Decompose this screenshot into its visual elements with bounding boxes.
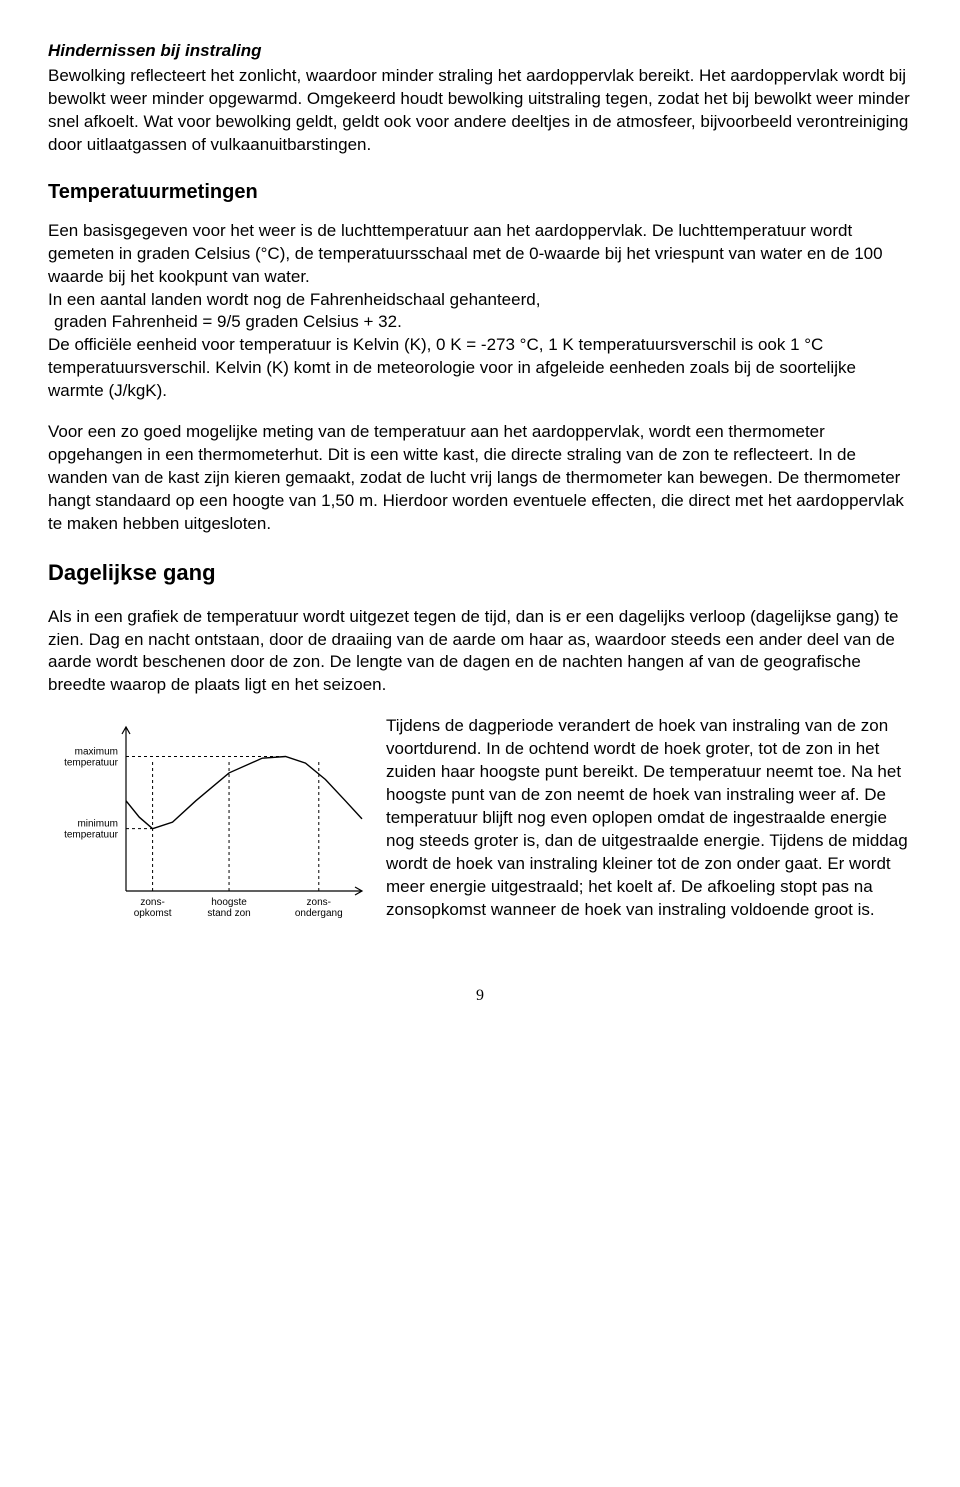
heading-temperatuurmetingen: Temperatuurmetingen [48,179,912,206]
para-temp-1c: graden Fahrenheid = 9/5 graden Celsius +… [54,312,402,331]
section-hindernissen: Hindernissen bij instraling Bewolking re… [48,40,912,157]
daily-temp-chart: maximumtemperatuurminimumtemperatuurzons… [48,719,368,929]
para-temp-2: Voor een zo goed mogelijke meting van de… [48,421,912,536]
para-gang-1: Als in een grafiek de temperatuur wordt … [48,606,912,698]
para-temp-1d: De officiële eenheid voor temperatuur is… [48,335,856,400]
para-hindernissen: Bewolking reflecteert het zonlicht, waar… [48,65,912,157]
para-temp-1b: In een aantal landen wordt nog de Fahren… [48,290,540,309]
svg-text:hoogstestand zon: hoogstestand zon [207,897,250,919]
para-temp-1a: Een basisgegeven voor het weer is de luc… [48,221,883,286]
para-temp-1: Een basisgegeven voor het weer is de luc… [48,220,912,404]
heading-dagelijkse-gang: Dagelijkse gang [48,558,912,588]
heading-hindernissen: Hindernissen bij instraling [48,40,912,63]
page-number: 9 [48,985,912,1007]
